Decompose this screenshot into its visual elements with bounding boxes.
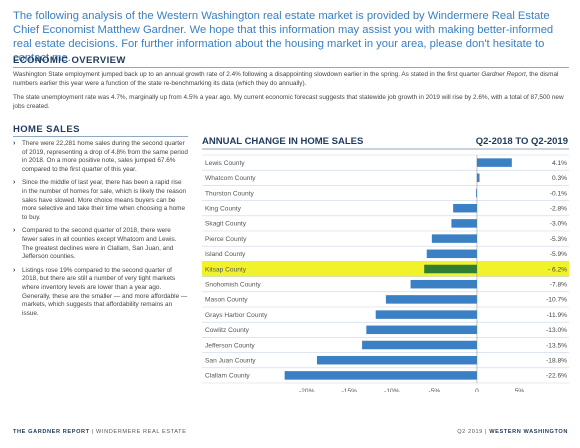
value-label: -3.0%	[550, 221, 567, 228]
x-tick-label: 5%	[515, 388, 525, 392]
category-label: Jefferson County	[205, 342, 255, 349]
category-label: Cowlitz County	[205, 327, 250, 334]
value-label: -5.9%	[550, 251, 567, 258]
x-tick-label: -5%	[429, 388, 441, 392]
chart-plot: Lewis County 4.1% Whatcom County 0.3% Thurst…	[202, 154, 569, 392]
economic-overview-para1: Washington State employment jumped back …	[13, 71, 559, 87]
home-sales-bullets: › There were 22,281 home sales during the…	[13, 140, 188, 323]
category-label: Snohomish County	[205, 282, 261, 289]
bar	[366, 325, 477, 335]
intro-paragraph: The following analysis of the Western Wa…	[13, 10, 554, 64]
bar	[385, 295, 477, 304]
bar	[316, 355, 477, 365]
bullet-arrow-icon: ›	[13, 140, 16, 147]
highlight-band	[202, 261, 569, 277]
chart-title: ANNUAL CHANGE IN HOME SALES	[202, 136, 363, 147]
value-label: 4.1%	[552, 160, 567, 167]
category-label: Grays Harbor County	[205, 312, 268, 319]
bullet-item: › Listings rose 19% compared to the secon…	[13, 266, 188, 317]
category-label: Mason County	[205, 297, 248, 304]
category-label: Pierce County	[205, 236, 247, 243]
value-label: -18.8%	[546, 358, 567, 365]
value-label: -22.6%	[546, 373, 567, 380]
bullet-item: › Compared to the second quarter of 2018,…	[13, 227, 177, 261]
bar	[284, 371, 477, 380]
bar	[476, 188, 477, 198]
category-label: King County	[205, 206, 242, 213]
value-label: -10.7%	[546, 297, 567, 304]
bar	[410, 279, 477, 289]
home-sales-heading: HOME SALES	[13, 124, 80, 135]
home-sales-rule	[13, 136, 188, 137]
economic-overview-para2: The state unemployment rate was 4.7%, ma…	[13, 94, 564, 110]
value-label: -7.8%	[550, 282, 567, 289]
bar	[451, 219, 477, 228]
bullet-arrow-icon: ›	[13, 227, 16, 235]
value-label: -13.5%	[546, 342, 567, 349]
value-label: -11.9%	[547, 312, 568, 319]
footer-right: Q2 2019 | WESTERN WASHINGTON	[457, 429, 568, 435]
x-tick-label: -15%	[342, 388, 358, 392]
category-label: Skagit County	[205, 221, 247, 228]
home-sales-chart: Lewis County 4.1% Whatcom County 0.3% Thurst…	[202, 136, 569, 392]
value-label: -0.1%	[550, 190, 567, 197]
category-label: Thurston County	[205, 190, 254, 197]
x-tick-label: -20%	[299, 388, 315, 392]
bar	[431, 234, 477, 243]
category-label: San Juan County	[205, 358, 256, 365]
bullet-arrow-icon: ›	[13, 266, 16, 274]
x-tick-label: -10%	[384, 388, 400, 392]
value-label: 0.3%	[552, 175, 567, 182]
gardner-report-ref: Gardner Report	[481, 71, 526, 78]
bullet-item: › Since the middle of last year, there ha…	[13, 179, 187, 221]
bullet-item: › There were 22,281 home sales during the…	[13, 140, 188, 173]
value-label: -5.3%	[550, 236, 567, 243]
category-label: Lewis County	[205, 160, 245, 167]
value-label: -2.8%	[550, 206, 567, 213]
category-label: Whatcom County	[205, 175, 256, 182]
bar	[476, 173, 480, 183]
x-tick-label: 0	[475, 388, 479, 392]
bullet-arrow-icon: ›	[13, 179, 16, 187]
footer-left: THE GARDNER REPORT | WINDERMERE REAL EST…	[13, 429, 187, 435]
category-label: Kitsap County	[205, 266, 247, 273]
bar	[476, 158, 512, 167]
chart-subtitle: Q2-2018 TO Q2-2019	[476, 136, 568, 147]
value-label: -13.0%	[546, 327, 567, 334]
economic-overview-rule	[13, 67, 569, 68]
bar	[426, 249, 477, 259]
category-label: Island County	[205, 251, 246, 258]
economic-overview-heading: ECONOMIC OVERVIEW	[13, 55, 126, 66]
bar	[375, 310, 477, 319]
bar	[362, 340, 477, 350]
bar	[424, 264, 477, 274]
category-label: Clallam County	[205, 373, 250, 380]
value-label: - 6.2%	[548, 266, 567, 273]
bar	[453, 203, 477, 213]
